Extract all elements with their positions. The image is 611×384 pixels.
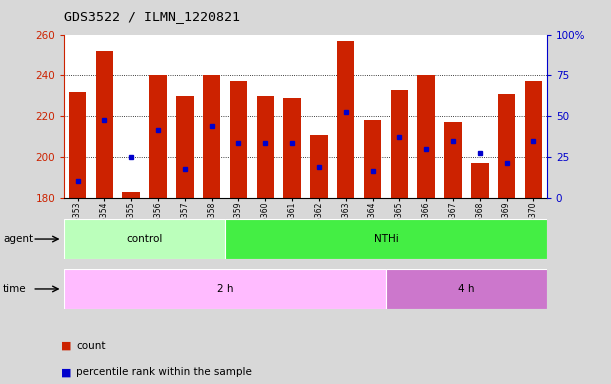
Text: 4 h: 4 h (458, 284, 475, 294)
Bar (149, 75, 167, 198)
Text: time: time (3, 284, 27, 294)
Text: ■: ■ (61, 341, 71, 351)
Bar (225, 219, 547, 259)
Bar (230, 81, 247, 198)
Text: control: control (126, 234, 163, 244)
Text: 2 h: 2 h (217, 284, 233, 294)
Bar (337, 41, 354, 198)
Bar (386, 269, 547, 309)
Bar (64, 269, 386, 309)
Bar (96, 51, 113, 198)
Bar (257, 96, 274, 198)
Bar (69, 92, 86, 198)
Bar (203, 75, 221, 198)
Bar (176, 96, 194, 198)
Bar (284, 98, 301, 198)
Text: percentile rank within the sample: percentile rank within the sample (76, 367, 252, 377)
Bar (64, 219, 225, 259)
Text: agent: agent (3, 234, 33, 244)
Bar (525, 81, 542, 198)
Bar (310, 134, 327, 198)
Bar (417, 75, 435, 198)
Text: NTHi: NTHi (373, 234, 398, 244)
Bar (122, 192, 140, 198)
Bar (364, 120, 381, 198)
Bar (471, 163, 489, 198)
Bar (390, 89, 408, 198)
Text: ■: ■ (61, 367, 71, 377)
Bar (444, 122, 462, 198)
Text: GDS3522 / ILMN_1220821: GDS3522 / ILMN_1220821 (64, 10, 240, 23)
Bar (498, 94, 515, 198)
Text: count: count (76, 341, 106, 351)
